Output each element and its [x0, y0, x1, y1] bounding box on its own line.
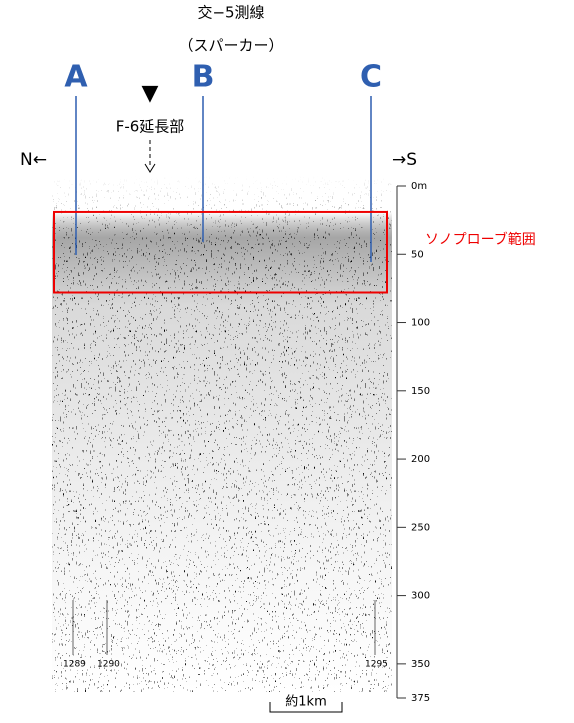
- depth-tick-label: 50: [411, 249, 424, 260]
- shot-point-label: 1289: [63, 660, 86, 670]
- depth-tick-label: 350: [411, 659, 430, 670]
- depth-tick-label: 0m: [411, 181, 427, 192]
- seismic-shading: [52, 176, 392, 692]
- depth-tick-label: 100: [411, 318, 430, 329]
- fault-label: F-6延長部: [116, 118, 185, 136]
- scale-label: 約1km: [285, 695, 326, 710]
- depth-tick-label: 375: [411, 693, 430, 704]
- shot-point-label: 1290: [97, 660, 120, 670]
- depth-tick-label: 250: [411, 522, 430, 533]
- north-label: N←: [20, 150, 47, 170]
- depth-tick-label: 150: [411, 386, 430, 397]
- sonoprobe-label: ソノプローブ範囲: [425, 231, 536, 248]
- survey-line-label: A: [64, 60, 88, 95]
- subtitle: （スパーカー）: [178, 37, 283, 55]
- depth-tick-label: 200: [411, 454, 430, 465]
- depth-tick-label: 300: [411, 591, 430, 602]
- survey-line-label: C: [360, 60, 382, 95]
- title: 交−5測線: [197, 4, 264, 22]
- shot-point-label: 1295: [365, 660, 388, 670]
- figure: 交−5測線 （スパーカー） N← →S ▼ F-6延長部 約1km 0m 50 10…: [0, 0, 574, 723]
- fault-symbol: ▼: [142, 81, 159, 106]
- south-label: →S: [392, 150, 417, 170]
- survey-line-label: B: [192, 60, 215, 95]
